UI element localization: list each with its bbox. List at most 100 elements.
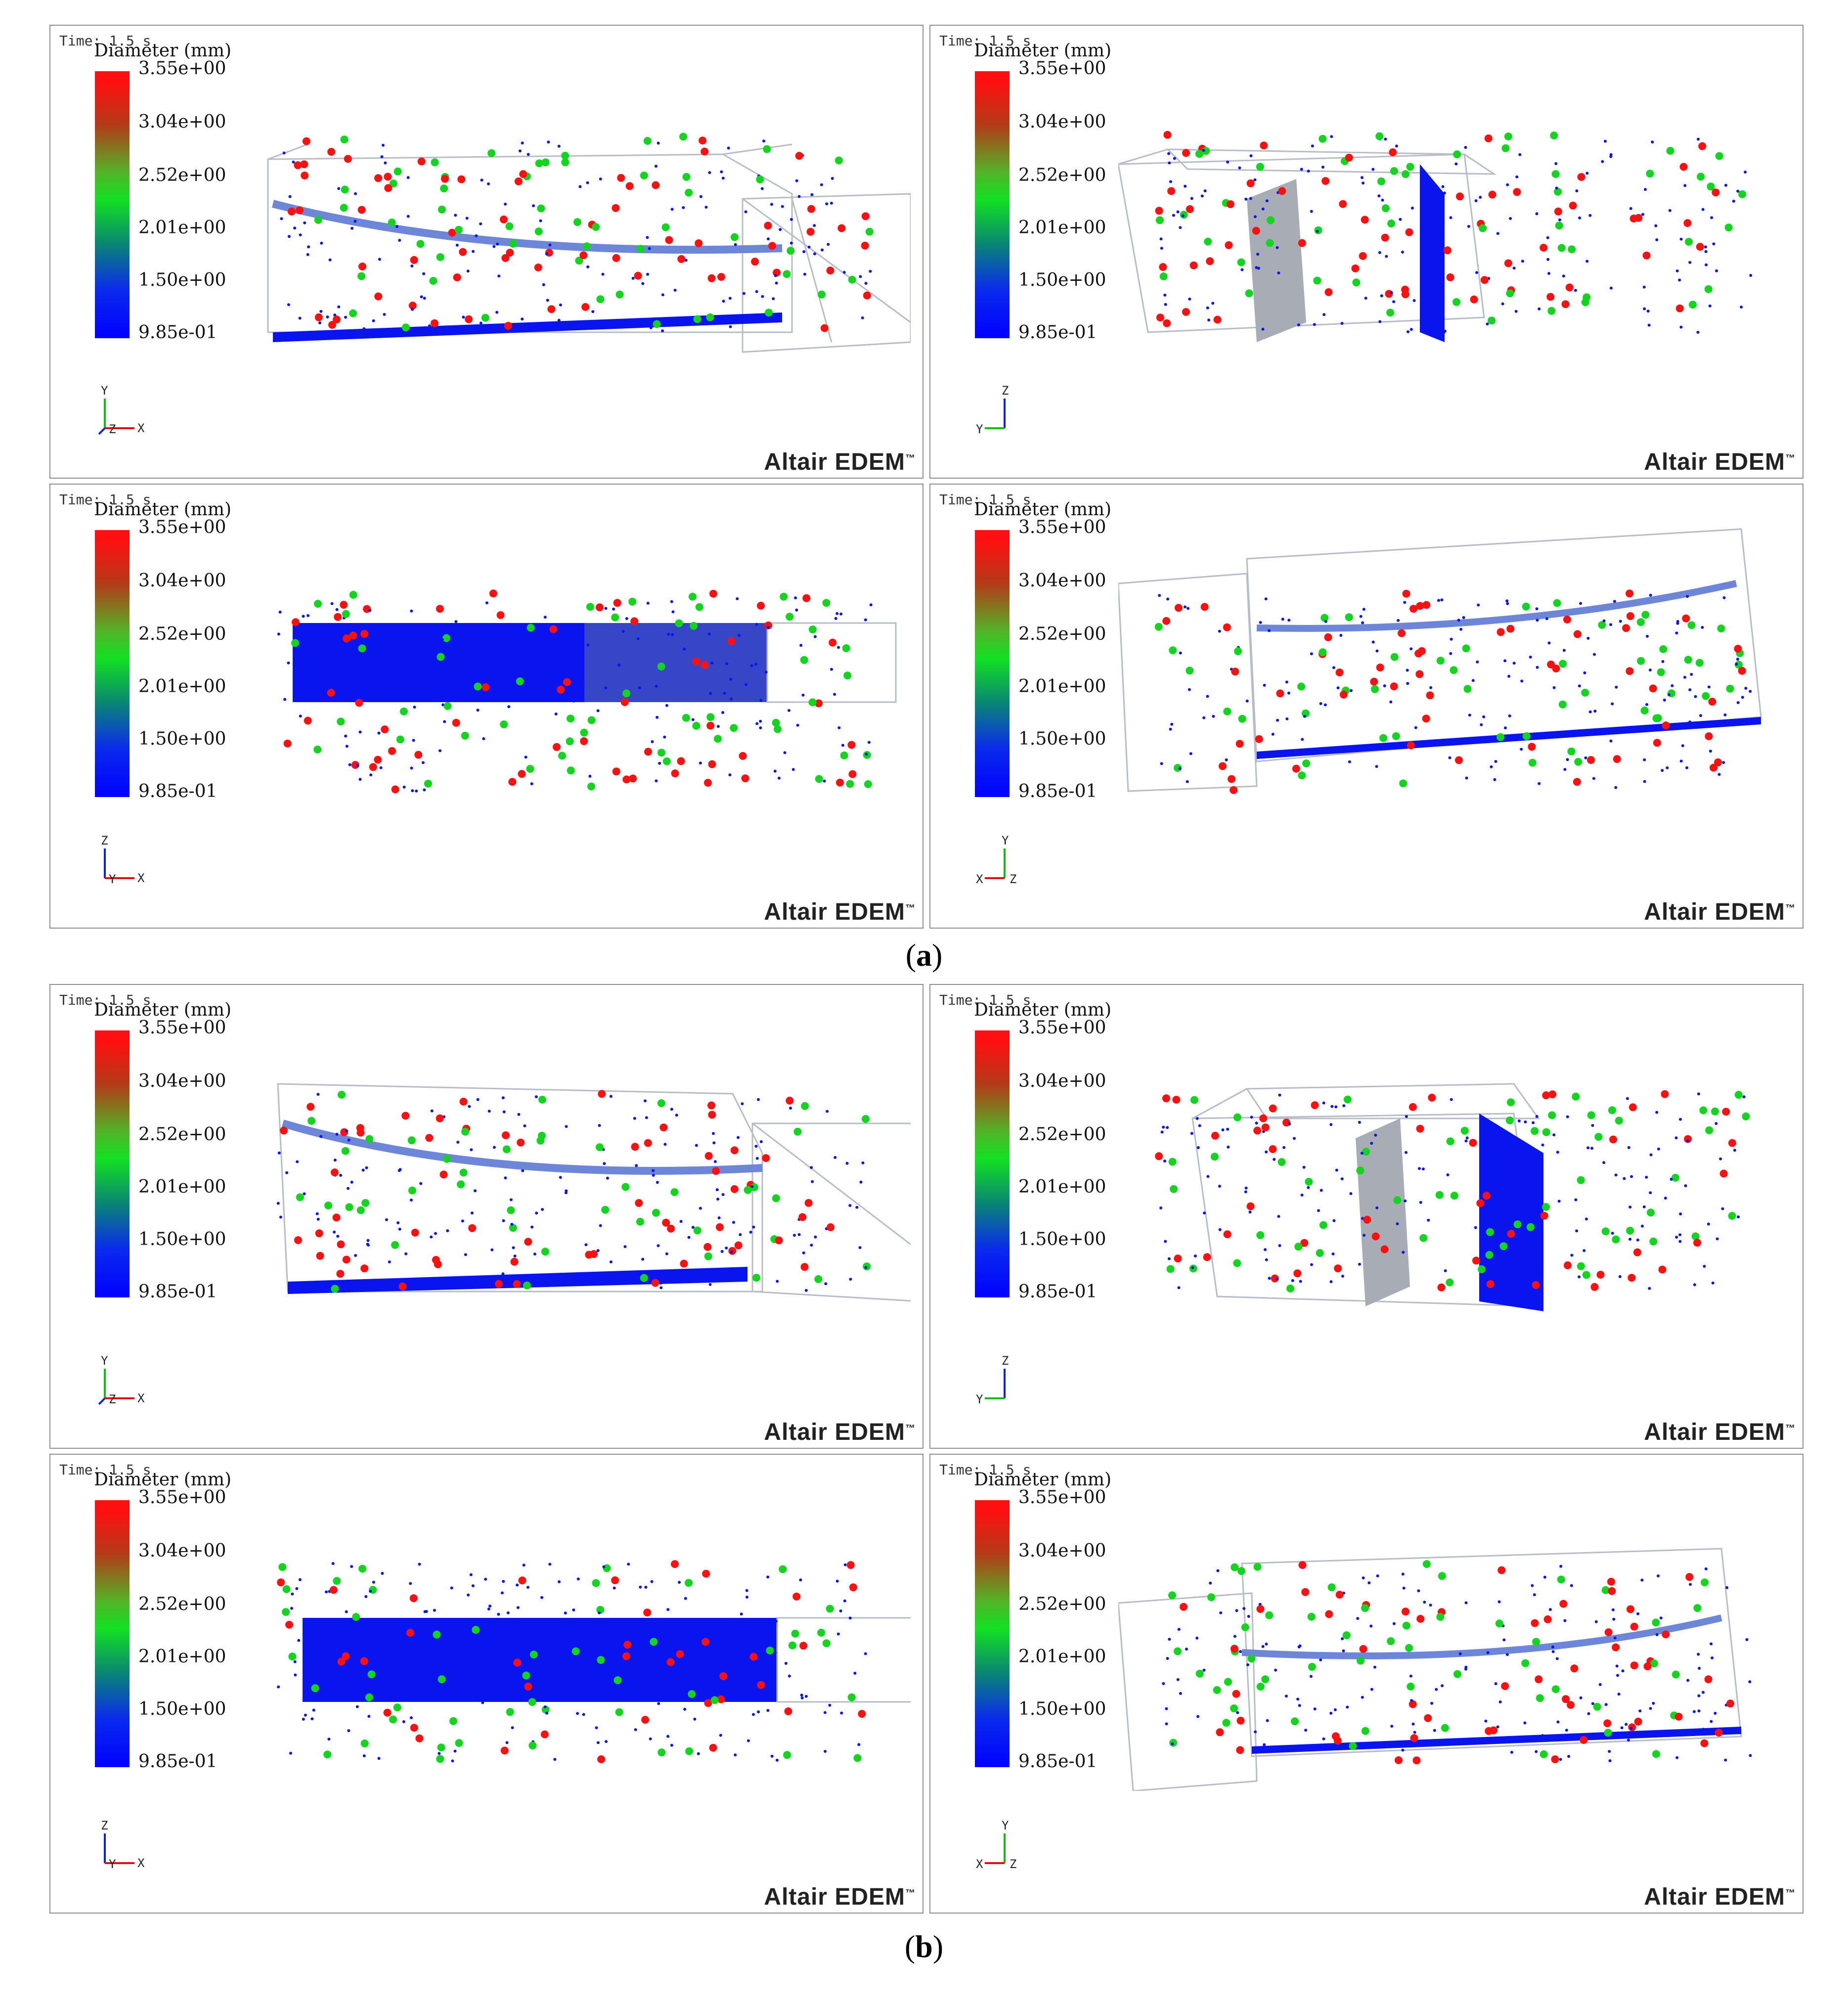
particle [706,713,715,721]
particle [827,243,830,246]
particle [1505,599,1509,603]
legend-title: Diameter (mm) [974,499,1112,520]
viewport-a-back[interactable]: Time: 1.5 s Diameter (mm) 3.55e+00 3.04e… [929,484,1804,929]
particle [564,1191,568,1195]
particle [1181,214,1185,218]
particle [1501,1682,1509,1690]
particle [757,1681,765,1689]
viewport-b-back[interactable]: Time: 1.5 s Diameter (mm) 3.55e+00 3.04e… [929,1454,1804,1914]
particle [1236,1716,1245,1725]
particle [716,1198,719,1201]
particle [1693,1239,1701,1247]
particle [1163,319,1171,327]
particle [1640,1578,1644,1582]
particle [514,177,523,185]
particle [657,1244,660,1248]
particle [1276,246,1279,249]
viewport-b-top[interactable]: Time: 1.5 s Diameter (mm) 3.55e+00 3.04e… [49,1454,924,1914]
particle [440,184,448,193]
particle [484,1577,487,1581]
particle [1168,1591,1176,1600]
particle [822,599,831,607]
particle [1329,1280,1333,1284]
viewport-a-front[interactable]: Time: 1.5 s Diameter (mm) 3.55e+00 3.04e… [49,25,924,479]
particle [1697,1694,1701,1697]
viewport-b-front[interactable]: Time: 1.5 s Diameter (mm) 3.55e+00 3.04e… [49,984,924,1449]
particle [1263,1743,1266,1746]
particle [1585,260,1589,263]
particle [1409,605,1418,613]
particle [661,329,664,333]
particle [1480,723,1483,726]
particle [422,272,426,275]
particle [1708,698,1716,706]
particle [784,1707,792,1715]
particle [592,223,600,231]
particle [344,315,347,319]
particle [1510,1750,1513,1754]
particle [1465,1136,1469,1140]
particle [572,1608,575,1611]
particle [1448,756,1452,759]
particle [796,723,799,727]
particle [430,1235,433,1239]
particle [401,323,410,332]
particle [1682,614,1690,623]
particle [1678,278,1681,282]
particle [1658,1265,1667,1274]
viewport-a-side[interactable]: Time: 1.5 s Diameter (mm) 3.55e+00 3.04e… [929,25,1804,479]
particle [467,1593,470,1597]
colorbar-tick: 3.04e+00 [138,1541,226,1561]
particle [770,203,773,206]
particle [613,1586,616,1590]
particle [437,1743,445,1752]
viewport-b-side[interactable]: Time: 1.5 s Diameter (mm) 3.55e+00 3.04e… [929,984,1804,1449]
particle [414,1670,418,1673]
particle [1531,1127,1539,1135]
particle [487,1110,491,1113]
particle [680,1259,688,1268]
particle [1627,1146,1630,1149]
particle [572,1647,580,1655]
particle [776,1280,779,1283]
particle [843,1599,846,1603]
particle [670,600,673,603]
particle [295,1587,299,1590]
particle [1726,1699,1734,1708]
particle [397,1169,401,1172]
particle [1159,272,1168,280]
particle [1641,213,1644,216]
particle [402,785,406,789]
particle [495,1280,503,1288]
particle [553,743,561,751]
particle [413,706,416,709]
particle [713,1160,717,1163]
particle [1450,1098,1453,1101]
particle [1685,766,1688,769]
particle [1655,1111,1659,1114]
particle [1524,1200,1527,1203]
particle [315,1229,323,1238]
particle [489,589,497,598]
viewport-a-top[interactable]: Time: 1.5 s Diameter (mm) 3.55e+00 3.04e… [49,484,924,929]
particle [836,778,844,787]
particle [1178,767,1182,770]
particle [301,172,309,179]
particle [527,660,530,663]
particle [1196,1715,1199,1718]
particle [1164,303,1167,306]
particle [1540,244,1548,252]
particle [815,775,823,783]
particle [339,1174,343,1177]
particle [1749,690,1752,693]
particle [1598,1683,1602,1686]
particle [1310,210,1313,213]
particle [1410,1699,1413,1702]
particle [861,316,864,319]
particle [1504,259,1512,268]
particle [1662,721,1670,730]
particle [1174,1647,1182,1655]
particle [641,1716,650,1724]
particle [1363,1234,1366,1237]
particle [1182,149,1190,157]
